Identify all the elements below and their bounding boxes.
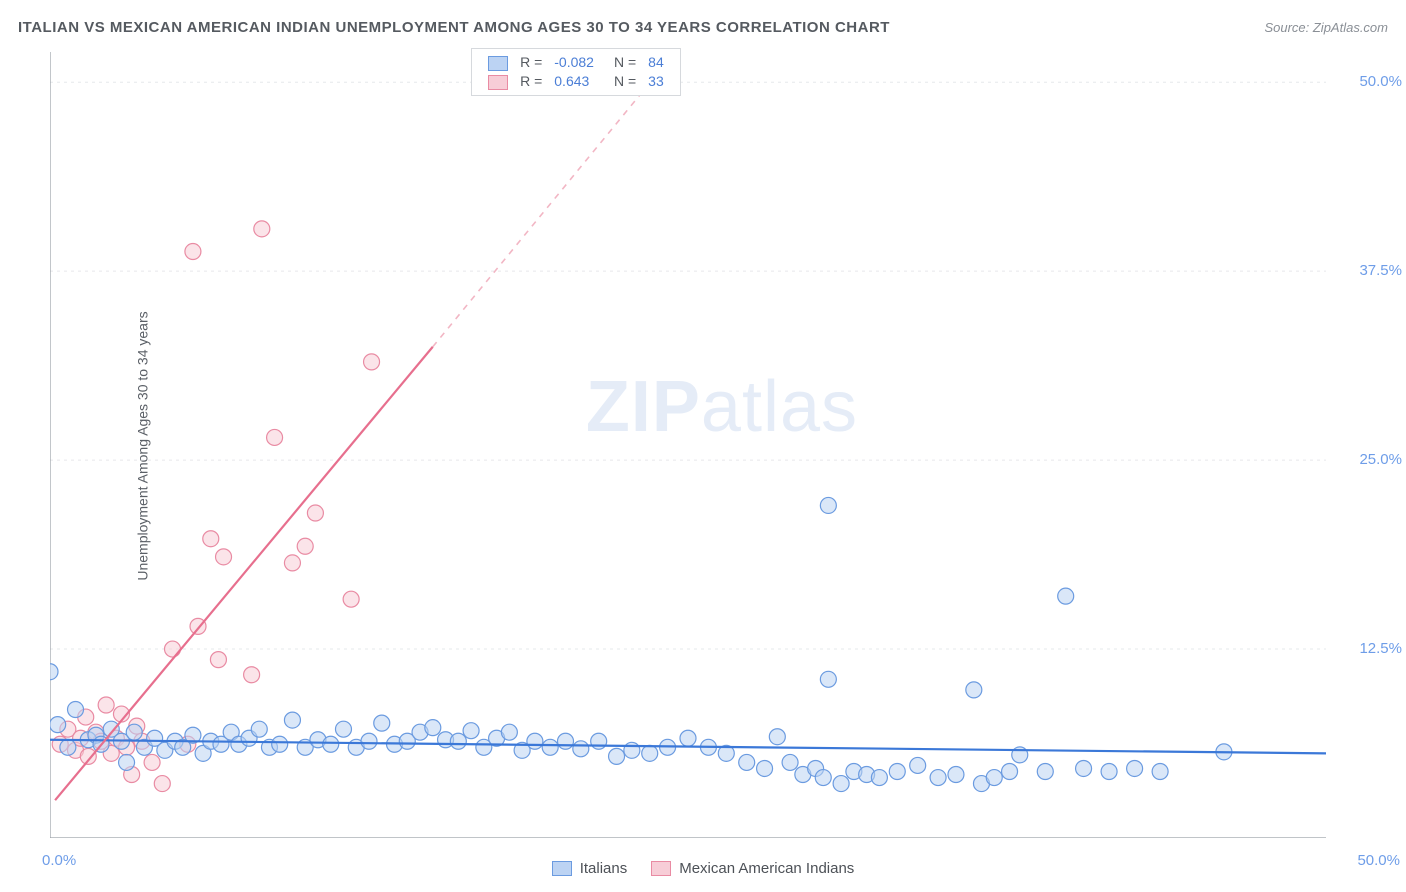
legend-bottom: Italians Mexican American Indians xyxy=(0,860,1406,880)
source-name: ZipAtlas.com xyxy=(1313,20,1388,35)
source-prefix: Source: xyxy=(1264,20,1312,35)
plot-area: ZIPatlas R = -0.082 N = 84 R = 0.643 N =… xyxy=(50,52,1326,838)
y-tick-label: 50.0% xyxy=(1332,73,1402,90)
y-tick-label: 37.5% xyxy=(1332,262,1402,279)
chart-svg xyxy=(50,52,1326,838)
y-tick-label: 25.0% xyxy=(1332,451,1402,468)
legend-item: Italians xyxy=(552,860,628,877)
legend-item: Mexican American Indians xyxy=(651,860,854,877)
legend-stats-box: R = -0.082 N = 84 R = 0.643 N = 33 xyxy=(471,48,681,96)
source-attribution: Source: ZipAtlas.com xyxy=(1264,20,1388,35)
y-tick-label: 12.5% xyxy=(1332,640,1402,657)
chart-title: ITALIAN VS MEXICAN AMERICAN INDIAN UNEMP… xyxy=(18,19,890,36)
